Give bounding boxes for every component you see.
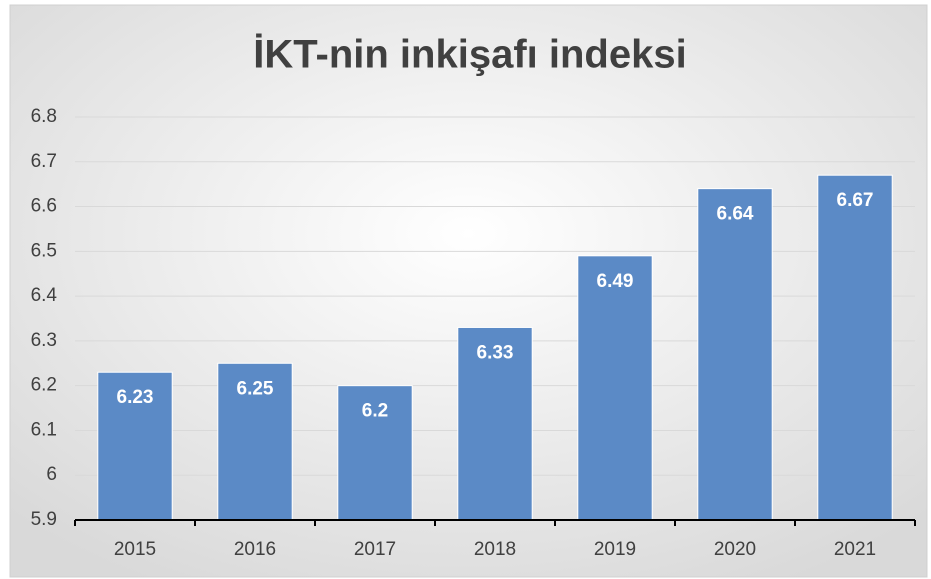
bar [337,385,413,521]
x-tick-label: 2016 [234,539,276,560]
x-tick-label: 2019 [594,539,636,560]
x-tick-label: 2020 [714,539,756,560]
y-tick-label: 6.7 [31,151,57,172]
y-tick-label: 6.2 [31,375,57,396]
y-tick-label: 6.8 [31,106,57,127]
data-label: 6.33 [477,342,514,363]
y-tick-label: 6.6 [31,196,57,217]
y-tick-label: 6 [46,464,57,485]
y-tick-label: 6.3 [31,330,57,351]
bar [457,326,533,521]
data-label: 6.2 [362,401,388,422]
chart-title: İKT-nin inkişafı indeksi [253,33,686,77]
y-tick-label: 6.4 [31,285,58,306]
data-label: 6.64 [717,204,754,225]
bar [817,174,893,521]
x-tick-label: 2015 [114,539,156,560]
data-label: 6.23 [117,387,154,408]
data-label: 6.25 [237,378,274,399]
y-tick-label: 6.5 [31,240,57,261]
data-label: 6.67 [837,190,874,211]
y-tick-label: 5.9 [31,509,57,530]
x-tick-label: 2018 [474,539,516,560]
x-tick-label: 2017 [354,539,396,560]
bar [577,255,653,521]
y-tick-label: 6.1 [31,419,57,440]
bar [697,188,773,521]
bar [97,371,173,521]
x-tick-label: 2021 [834,539,876,560]
data-label: 6.49 [597,271,634,292]
